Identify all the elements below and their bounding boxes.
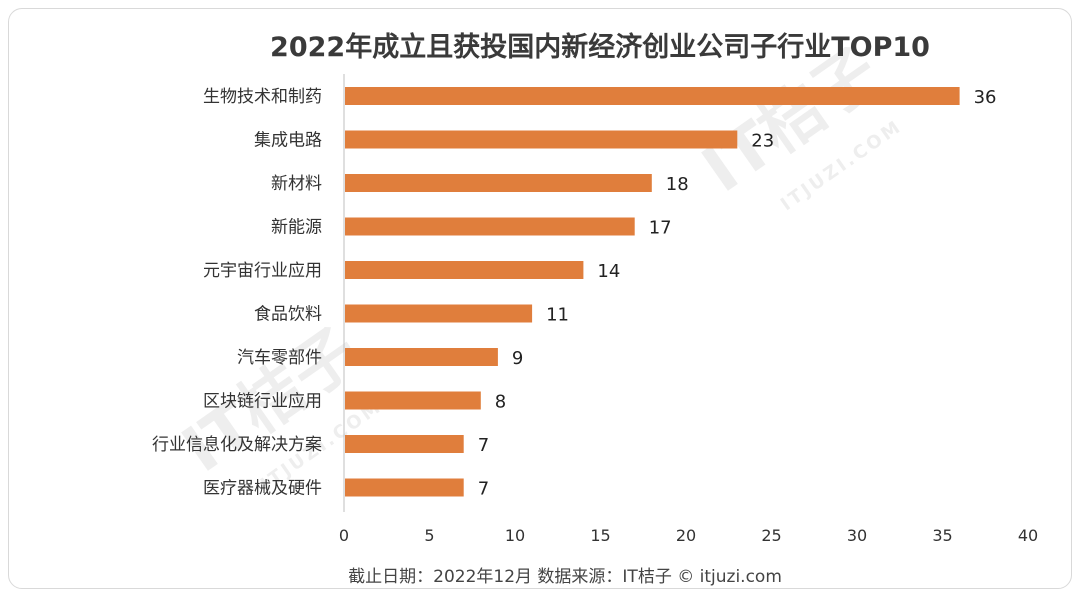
category-label: 食品饮料 <box>254 305 322 325</box>
bars-group: 生物技术和制药 36 集成电路 23 新材料 18 新能源 17 元宇宙行业应用 14 食品饮料 11… <box>152 87 997 500</box>
x-tick-label: 15 <box>590 526 610 545</box>
value-label: 23 <box>751 131 774 152</box>
chart-title: 2022年成立且获投国内新经济创业公司子行业TOP10 <box>270 31 930 63</box>
x-tick-label: 10 <box>505 526 525 545</box>
footer-source: 截止日期：2022年12月 数据来源：IT桔子 © itjuzi.com <box>348 567 782 587</box>
category-label: 行业信息化及解决方案 <box>152 435 322 455</box>
x-tick-label: 30 <box>847 526 867 545</box>
value-label: 14 <box>597 261 620 282</box>
x-tick-label: 5 <box>424 526 434 545</box>
bar <box>345 435 464 453</box>
bar <box>345 87 960 105</box>
category-label: 元宇宙行业应用 <box>203 261 322 281</box>
category-label: 新材料 <box>271 174 322 194</box>
category-label: 新能源 <box>271 218 322 238</box>
value-label: 36 <box>974 87 997 108</box>
value-label: 9 <box>512 348 523 369</box>
value-label: 11 <box>546 305 569 326</box>
value-label: 7 <box>478 479 489 500</box>
bar <box>345 391 481 410</box>
category-label: 区块链行业应用 <box>203 392 322 412</box>
value-label: 8 <box>495 392 506 413</box>
category-label: 集成电路 <box>254 131 322 151</box>
value-label: 17 <box>649 218 672 239</box>
value-label: 18 <box>666 174 689 195</box>
axis-group: 0 5 10 15 20 25 30 35 40 <box>339 74 1038 545</box>
bar <box>345 174 652 192</box>
x-tick-label: 0 <box>339 526 349 545</box>
x-tick-label: 25 <box>761 526 781 545</box>
x-tick-label: 35 <box>932 526 952 545</box>
bar <box>345 348 498 366</box>
category-label: 生物技术和制药 <box>203 87 322 107</box>
bar <box>345 261 584 279</box>
category-label: 医疗器械及硬件 <box>203 479 322 499</box>
category-label: 汽车零部件 <box>237 348 322 368</box>
value-label: 7 <box>478 435 489 456</box>
bar <box>345 130 738 149</box>
x-tick-label: 40 <box>1018 526 1038 545</box>
bar <box>345 304 533 323</box>
x-tick-label: 20 <box>676 526 696 545</box>
bar <box>345 478 464 497</box>
bar <box>345 217 635 236</box>
